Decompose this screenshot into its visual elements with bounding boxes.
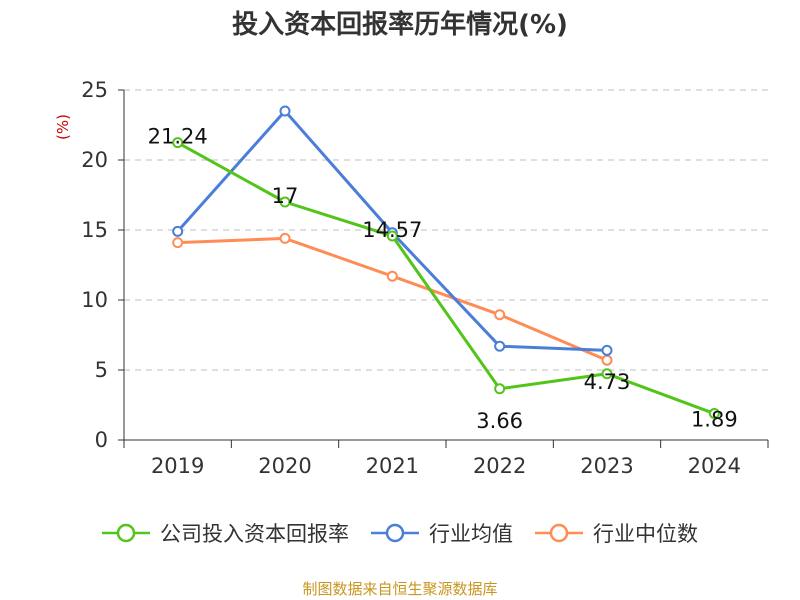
x-tick-label: 2021 (366, 454, 419, 478)
legend-line-circle-icon (535, 523, 583, 543)
data-point (494, 340, 506, 352)
data-point (494, 309, 506, 321)
legend-line-circle-icon (371, 523, 419, 543)
series-layer (172, 105, 720, 420)
legend-label: 公司投入资本回报率 (160, 522, 349, 546)
source-note: 制图数据来自恒生聚源数据库 (302, 580, 498, 598)
axis-layer: 0 5 10 15 20 25 2019 2020 2021 2022 2023 2024 (81, 78, 769, 478)
data-point (386, 270, 398, 282)
data-point (279, 105, 291, 117)
grid-layer (124, 89, 768, 371)
data-point (708, 408, 720, 420)
legend-item-company[interactable]: 公司投入资本回报率 (102, 518, 349, 548)
data-point (172, 137, 184, 149)
data-point (601, 368, 613, 380)
legend-label: 行业均值 (429, 522, 513, 546)
legend-line-circle-icon (102, 523, 150, 543)
data-point (386, 230, 398, 242)
data-label: 21.24 (148, 125, 208, 149)
y-tick-label: 25 (81, 78, 108, 102)
data-label: 4.73 (584, 370, 631, 394)
x-tick-label: 2023 (580, 454, 633, 478)
data-point (601, 354, 613, 366)
series-line (177, 236, 608, 362)
x-tick-label: 2022 (473, 454, 526, 478)
data-point (172, 225, 184, 237)
legend-item-industry-mean[interactable]: 行业均值 (371, 518, 513, 548)
legend-label: 行业中位数 (593, 522, 698, 546)
y-tick-label: 20 (81, 148, 108, 172)
data-point (279, 232, 291, 244)
series-line (176, 141, 715, 415)
y-tick-label: 5 (95, 358, 108, 382)
data-point (494, 383, 506, 395)
data-point (279, 196, 291, 208)
x-tick-label: 2024 (688, 454, 741, 478)
y-tick-label: 0 (95, 428, 108, 452)
data-label: 1.89 (691, 408, 738, 432)
data-label-layer: 21.24 17 14.57 3.66 4.73 1.89 (148, 125, 738, 433)
legend: 公司投入资本回报率 行业均值 行业中位数 (0, 518, 800, 548)
x-tick-label: 2020 (258, 454, 311, 478)
data-label: 3.66 (476, 409, 523, 433)
chart-title: 投入资本回报率历年情况(%) (232, 10, 568, 40)
legend-item-industry-median[interactable]: 行业中位数 (535, 518, 698, 548)
data-label: 14.57 (362, 218, 422, 242)
y-tick-label: 10 (81, 288, 108, 312)
data-point (172, 237, 184, 249)
y-tick-label: 15 (81, 218, 108, 242)
x-tick-label: 2019 (151, 454, 204, 478)
data-label: 17 (272, 184, 299, 208)
data-point (601, 344, 613, 356)
